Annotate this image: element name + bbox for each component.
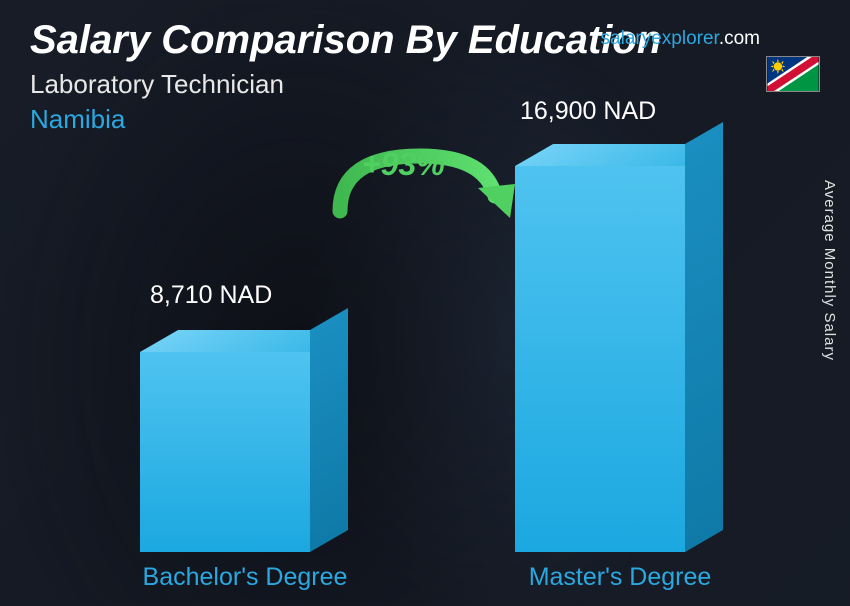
bar-side-face	[685, 122, 723, 552]
job-title: Laboratory Technician	[30, 69, 820, 100]
bar-top-face	[140, 330, 310, 352]
brand-name: salaryexplorer	[601, 28, 719, 49]
brand-logo: salaryexplorer.com	[601, 28, 760, 50]
bar-value-bachelors: 8,710 NAD	[150, 281, 272, 310]
header: Salary Comparison By Education salaryexp…	[30, 18, 820, 135]
page-title: Salary Comparison By Education	[30, 18, 661, 63]
bar-chart: +93% 8,710 NAD Bachelor's Degree 16,900 …	[0, 166, 810, 606]
brand-suffix: .com	[719, 28, 760, 49]
bar-label-masters: Master's Degree	[505, 563, 735, 592]
bar-top-face	[515, 144, 685, 166]
namibia-flag-icon	[766, 56, 820, 92]
country-name: Namibia	[30, 104, 820, 135]
bar-value-masters: 16,900 NAD	[520, 97, 656, 126]
percent-increase-label: +93%	[362, 146, 445, 183]
bar-label-bachelors: Bachelor's Degree	[130, 563, 360, 592]
bar-bachelors	[140, 352, 310, 552]
bar-masters	[515, 166, 685, 552]
y-axis-label: Average Monthly Salary	[821, 180, 838, 361]
bar-side-face	[310, 308, 348, 552]
